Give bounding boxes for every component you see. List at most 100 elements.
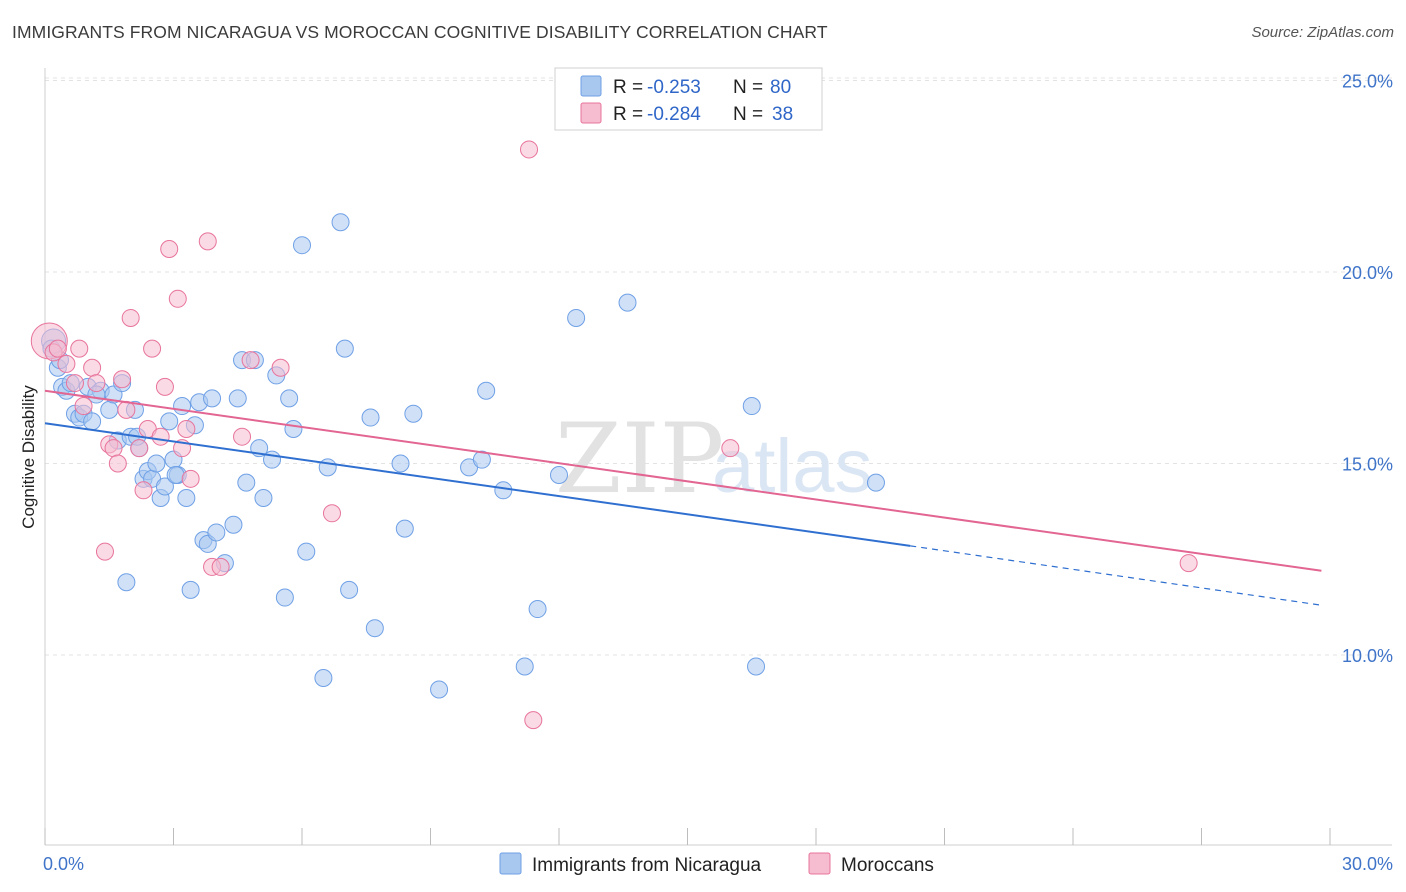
- series-moroccans-points: [30, 140, 1198, 730]
- moroccans-point-30: [233, 427, 252, 446]
- nicaragua-point-74: [866, 473, 885, 492]
- nicaragua-point-66: [494, 481, 513, 500]
- moroccans-point-36: [721, 439, 740, 458]
- moroccans-point-17: [134, 481, 153, 500]
- legend-r-value-1: -0.253: [647, 77, 701, 98]
- nicaragua-point-57: [361, 408, 380, 427]
- nicaragua-point-11: [100, 400, 119, 419]
- nicaragua-point-30: [181, 580, 200, 599]
- moroccans-point-20: [151, 427, 170, 446]
- watermark-atlas: atlas: [712, 424, 873, 509]
- moroccans-point-29: [211, 557, 230, 576]
- y-tick-label-3: 25.0%: [1342, 72, 1393, 92]
- nicaragua-point-28: [173, 397, 192, 416]
- legend-n-value-2: 38: [772, 104, 793, 125]
- moroccans-point-12: [108, 454, 127, 473]
- moroccans-point-7: [83, 358, 102, 377]
- nicaragua-point-49: [284, 420, 303, 439]
- watermark: ZIP atlas: [555, 403, 873, 515]
- legend-n-label-2: N =: [733, 104, 763, 125]
- nicaragua-point-54: [331, 213, 350, 232]
- source-credit: Source: ZipAtlas.com: [1251, 24, 1394, 41]
- nicaragua-point-22: [147, 454, 166, 473]
- nicaragua-trend-line: [44, 422, 911, 547]
- moroccans-point-8: [87, 374, 106, 393]
- nicaragua-point-59: [391, 454, 410, 473]
- x-tick-label-0: 0.0%: [43, 854, 84, 874]
- nicaragua-point-64: [472, 450, 491, 469]
- nicaragua-point-36: [207, 523, 226, 542]
- nicaragua-point-38: [224, 515, 243, 534]
- nicaragua-trend-extension: [910, 545, 1322, 606]
- moroccans-point-11: [104, 439, 123, 458]
- moroccans-point-6: [74, 397, 93, 416]
- moroccans-point-2: [48, 339, 67, 358]
- nicaragua-point-62: [430, 680, 449, 699]
- moroccans-point-15: [121, 308, 140, 327]
- nicaragua-point-25: [160, 412, 179, 431]
- nicaragua-point-79: [166, 465, 185, 484]
- y-axis-title: Cognitive Disability: [19, 385, 38, 529]
- nicaragua-point-61: [404, 404, 423, 423]
- bottom-legend-swatch-nicaragua: [499, 852, 522, 875]
- nicaragua-point-53: [318, 458, 337, 477]
- nicaragua-point-55: [335, 339, 354, 358]
- nicaragua-point-39: [228, 389, 247, 408]
- moroccans-point-4: [65, 374, 84, 393]
- nicaragua-point-44: [254, 488, 273, 507]
- nicaragua-point-56: [340, 580, 359, 599]
- moroccans-trend-line: [44, 389, 1322, 572]
- nicaragua-point-58: [365, 619, 384, 638]
- nicaragua-point-50: [293, 236, 311, 255]
- nicaragua-point-73: [742, 397, 761, 416]
- trend-lines: [44, 389, 1322, 606]
- watermark-zip: ZIP: [555, 403, 724, 515]
- moroccans-point-5: [70, 339, 89, 358]
- nicaragua-point-67: [515, 657, 534, 676]
- legend-n-value-1: 80: [770, 77, 791, 98]
- bottom-legend-label-moroccans: Moroccans: [841, 855, 934, 876]
- bottom-legend-label-nicaragua: Immigrants from Nicaragua: [532, 855, 762, 876]
- tick-labels: 10.0% 15.0% 20.0% 25.0% 0.0% 30.0%: [43, 72, 1393, 875]
- moroccans-point-19: [143, 339, 162, 358]
- legend-r-label-1: R =: [613, 77, 643, 98]
- nicaragua-point-52: [314, 668, 333, 687]
- legend-r-value-2: -0.284: [647, 104, 701, 125]
- moroccans-point-16: [130, 439, 149, 458]
- moroccans-point-34: [520, 140, 539, 159]
- moroccans-point-37: [1179, 554, 1198, 573]
- nicaragua-point-9: [83, 412, 102, 431]
- y-tick-label-1: 15.0%: [1342, 455, 1393, 475]
- legend-swatch-moroccans: [580, 102, 602, 124]
- legend-swatch-nicaragua: [580, 75, 602, 97]
- nicaragua-point-24: [155, 477, 174, 496]
- moroccans-point-31: [241, 351, 260, 370]
- nicaragua-point-15: [117, 573, 136, 592]
- moroccans-point-23: [168, 289, 187, 308]
- axes: [44, 68, 1392, 846]
- nicaragua-point-60: [395, 519, 414, 538]
- legend-n-label-1: N =: [733, 77, 763, 98]
- x-tick-label-1: 30.0%: [1342, 854, 1393, 874]
- nicaragua-point-69: [550, 465, 568, 484]
- nicaragua-point-41: [237, 473, 256, 492]
- moroccans-point-26: [181, 469, 200, 488]
- nicaragua-point-48: [280, 389, 299, 408]
- nicaragua-point-65: [477, 381, 496, 400]
- y-tick-label-0: 10.0%: [1342, 646, 1393, 666]
- moroccans-point-33: [322, 504, 341, 523]
- nicaragua-point-47: [275, 588, 294, 607]
- moroccans-point-21: [155, 377, 174, 396]
- nicaragua-point-29: [177, 488, 196, 507]
- bottom-legend-swatch-moroccans: [808, 852, 831, 875]
- legend-r-label-2: R =: [613, 104, 643, 125]
- y-tick-label-2: 20.0%: [1342, 263, 1393, 283]
- moroccans-point-3: [57, 354, 76, 373]
- moroccans-point-35: [524, 711, 543, 730]
- nicaragua-point-70: [567, 308, 586, 327]
- stats-legend: R = -0.253 N = 80 R = -0.284 N = 38: [554, 67, 823, 131]
- moroccans-point-22: [160, 240, 179, 259]
- moroccans-point-25: [177, 420, 196, 439]
- moroccans-point-32: [271, 358, 290, 377]
